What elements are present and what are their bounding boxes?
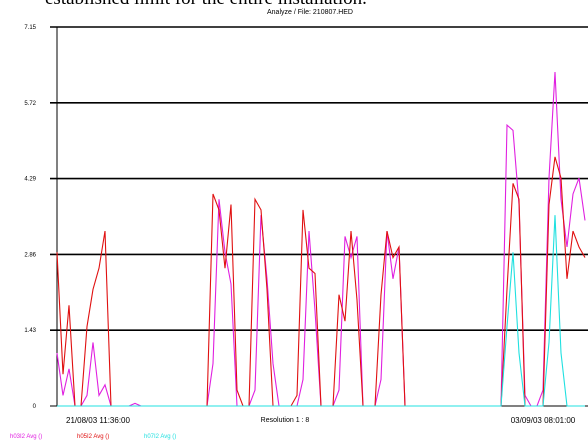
resolution-label: Resolution 1 : 8 <box>261 417 310 424</box>
y-tick-label: 2.86 <box>24 252 36 258</box>
legend-entry: h05I2 Avg () <box>77 434 109 440</box>
y-tick-label: 5.72 <box>24 101 36 107</box>
legend-entry: h03I2 Avg () <box>10 434 42 440</box>
y-tick-label: 0 <box>33 404 37 410</box>
x-end-label: 03/09/03 08:01:00 <box>511 416 576 425</box>
series-line <box>56 72 586 407</box>
y-tick-label: 4.29 <box>24 177 36 183</box>
y-tick-label: 1.43 <box>24 328 36 334</box>
x-start-label: 21/08/03 11:36:00 <box>66 416 130 425</box>
series-line <box>57 215 585 407</box>
header-text: established limit for the entire install… <box>45 0 367 9</box>
legend-entry: h07I2 Avg () <box>144 434 176 440</box>
y-tick-label: 7.15 <box>24 25 36 31</box>
chart-title: Analyze / File: 210807.HED <box>267 9 353 16</box>
